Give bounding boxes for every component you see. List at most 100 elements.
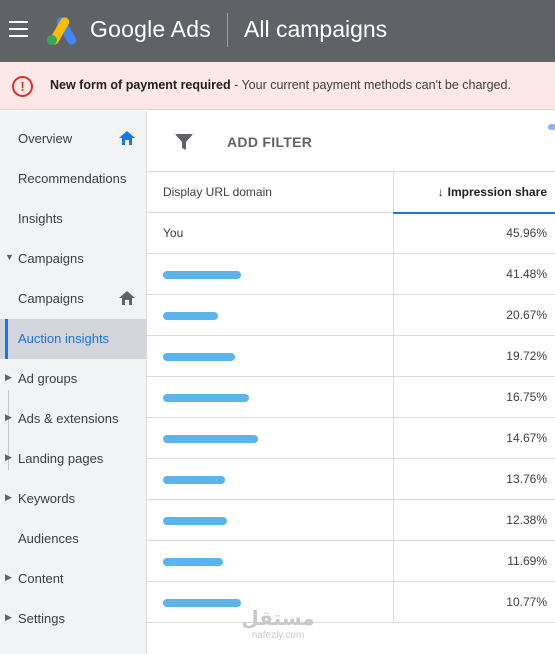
redaction-mark: [163, 434, 258, 443]
sidebar-item-label: Keywords: [18, 491, 76, 506]
caret-right-icon: ▶: [5, 452, 12, 462]
sidebar: Overview Recommendations Insights ▼ Camp…: [0, 111, 146, 654]
sidebar-item-settings[interactable]: ▶ Settings: [0, 599, 146, 639]
home-icon: [119, 131, 135, 145]
sidebar-item-recommendations[interactable]: Recommendations: [0, 159, 146, 199]
column-header-impression-share[interactable]: ↓ Impression share: [393, 171, 555, 214]
column-header-domain[interactable]: Display URL domain: [147, 171, 394, 213]
redaction-mark: [163, 393, 249, 402]
column-header-label: Impression share: [447, 184, 547, 199]
sidebar-item-label: Overview: [18, 131, 73, 146]
sidebar-item-label: Ads & extensions: [18, 411, 119, 426]
sidebar-item-label: Auction insights: [18, 331, 110, 346]
sidebar-item-ad-groups[interactable]: ▶ Ad groups: [0, 359, 146, 399]
add-filter-button[interactable]: ADD FILTER: [227, 134, 313, 150]
active-indicator: [5, 319, 8, 359]
domain-cell: [147, 540, 394, 582]
sidebar-item-ads-extensions[interactable]: ▶ Ads & extensions: [0, 399, 146, 439]
watermark-site: nafezly.com: [251, 630, 305, 641]
domain-cell: [147, 253, 394, 295]
google-ads-logo-icon: [47, 17, 77, 45]
sidebar-item-keywords[interactable]: ▶ Keywords: [0, 479, 146, 519]
sidebar-item-campaigns-group[interactable]: ▼ Campaigns: [0, 239, 146, 279]
impression-share-cell: 41.48%: [393, 253, 555, 295]
sidebar-item-landing-pages[interactable]: ▶ Landing pages: [0, 439, 146, 479]
header-divider: [227, 13, 228, 47]
sidebar-item-content[interactable]: ▶ Content: [0, 559, 146, 599]
impression-share-cell: 19.72%: [393, 335, 555, 377]
brand-name[interactable]: Google Ads: [90, 16, 211, 42]
subnav-line: [8, 390, 9, 470]
watermark: مستقل nafezly.com: [238, 608, 318, 641]
main-content: ADD FILTER Display URL domain ↓ Impressio…: [146, 111, 555, 654]
caret-right-icon: ▶: [5, 612, 12, 622]
sidebar-item-label: Ad groups: [18, 371, 78, 386]
redaction-mark: [163, 270, 241, 279]
alert-message: New form of payment required - Your curr…: [50, 78, 511, 92]
caret-right-icon: ▶: [5, 492, 12, 502]
sidebar-item-audiences[interactable]: Audiences: [0, 519, 146, 559]
table-row: 14.67%: [147, 417, 555, 459]
watermark-logo: مستقل: [241, 608, 315, 630]
impression-share-cell: 13.76%: [393, 458, 555, 500]
redaction-mark: [163, 557, 223, 566]
caret-right-icon: ▶: [5, 372, 12, 382]
impression-share-cell: 20.67%: [393, 294, 555, 336]
sidebar-item-label: Recommendations: [18, 171, 127, 186]
domain-cell: [147, 581, 394, 623]
table-row: 11.69%: [147, 540, 555, 582]
corner-indicator: [548, 124, 555, 130]
caret-right-icon: ▶: [5, 412, 12, 422]
impression-share-cell: 12.38%: [393, 499, 555, 541]
impression-share-cell: 16.75%: [393, 376, 555, 418]
redaction-mark: [163, 352, 235, 361]
table-header-row: Display URL domain ↓ Impression share: [147, 171, 555, 214]
table-row: 10.77%: [147, 581, 555, 623]
sidebar-item-label: Audiences: [18, 531, 79, 546]
filter-bar: ADD FILTER: [147, 111, 555, 171]
table-row: 20.67%: [147, 294, 555, 336]
sidebar-item-label: Content: [18, 571, 64, 586]
sidebar-item-label: Campaigns: [18, 291, 84, 306]
sidebar-item-label: Settings: [18, 611, 65, 626]
filter-icon[interactable]: [175, 133, 193, 151]
domain-cell: [147, 417, 394, 459]
table-row: 41.48%: [147, 253, 555, 295]
alert-detail: - Your current payment methods can't be …: [230, 78, 511, 92]
menu-icon[interactable]: [9, 21, 28, 37]
redaction-mark: [163, 311, 218, 320]
table-row: You 45.96%: [147, 212, 555, 254]
auction-insights-table: Display URL domain ↓ Impression share You…: [147, 171, 555, 623]
top-app-bar: Google Ads All campaigns: [0, 0, 555, 62]
caret-right-icon: ▶: [5, 572, 12, 582]
sidebar-item-campaigns[interactable]: Campaigns: [0, 279, 146, 319]
sidebar-item-label: Landing pages: [18, 451, 104, 466]
sidebar-item-insights[interactable]: Insights: [0, 199, 146, 239]
table-row: 12.38%: [147, 499, 555, 541]
arrow-down-icon: ↓: [437, 184, 444, 199]
caret-down-icon: ▼: [5, 252, 14, 262]
error-icon: !: [12, 76, 33, 97]
payment-alert-banner: ! New form of payment required - Your cu…: [0, 62, 555, 110]
impression-share-cell: 11.69%: [393, 540, 555, 582]
domain-cell: [147, 335, 394, 377]
table-row: 19.72%: [147, 335, 555, 377]
domain-cell: [147, 376, 394, 418]
domain-cell: [147, 458, 394, 500]
impression-share-cell: 10.77%: [393, 581, 555, 623]
redaction-mark: [163, 598, 241, 607]
redaction-mark: [163, 516, 227, 525]
impression-share-cell: 45.96%: [393, 212, 555, 254]
sidebar-item-overview[interactable]: Overview: [0, 119, 146, 159]
home-icon: [119, 291, 135, 305]
domain-cell: [147, 499, 394, 541]
sidebar-item-label: Insights: [18, 211, 63, 226]
redaction-mark: [163, 475, 225, 484]
sidebar-item-auction-insights[interactable]: Auction insights: [0, 319, 146, 359]
alert-title: New form of payment required: [50, 78, 231, 92]
impression-share-cell: 14.67%: [393, 417, 555, 459]
table-row: 13.76%: [147, 458, 555, 500]
table-row: 16.75%: [147, 376, 555, 418]
domain-cell: [147, 294, 394, 336]
page-title: All campaigns: [244, 16, 388, 42]
